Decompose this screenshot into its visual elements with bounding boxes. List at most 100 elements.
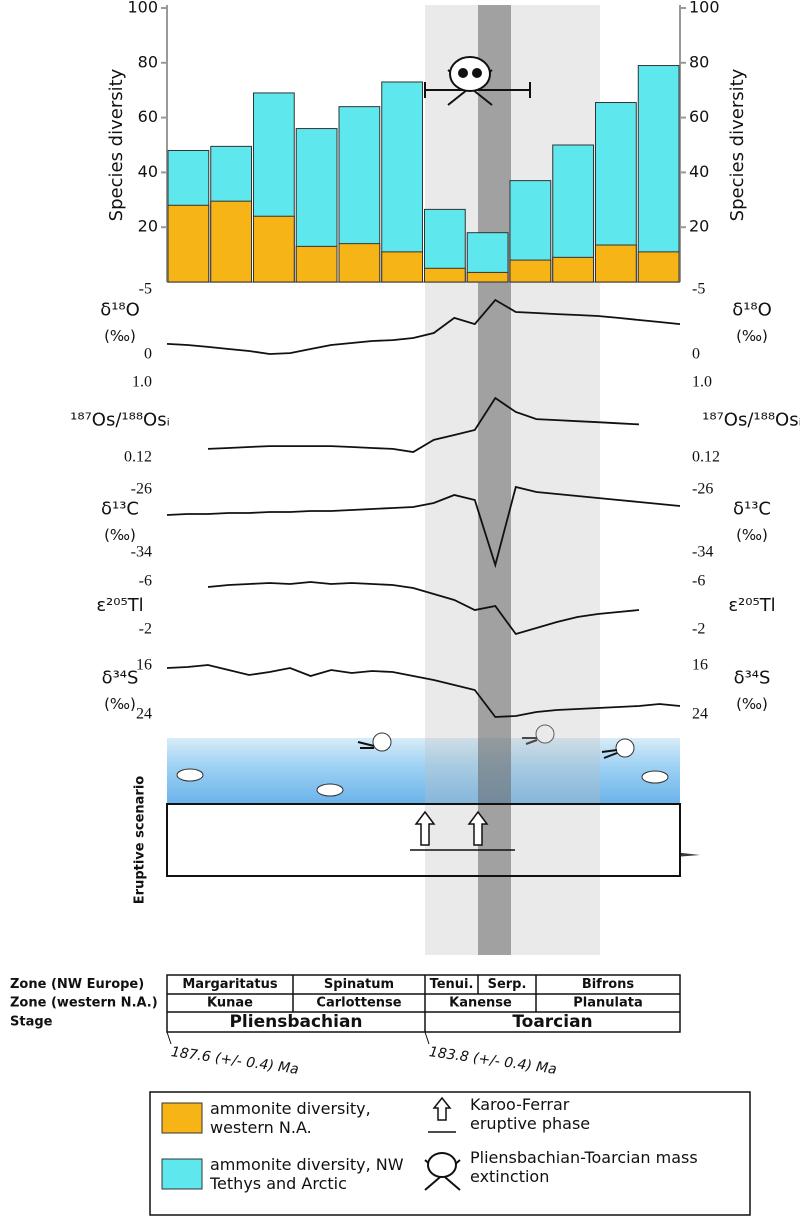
eruptive-label: Eruptive scenario	[133, 776, 148, 904]
y-tick-label: -34	[131, 544, 152, 561]
y-tick-label: -26	[692, 481, 713, 498]
proxy-label: ¹⁸⁷Os/¹⁸⁸Osᵢ	[70, 410, 170, 431]
proxy-unit: (‰)	[104, 526, 136, 544]
proxy-unit: (‰)	[736, 695, 768, 713]
y-tick-label: 60	[689, 107, 709, 126]
proxy-line	[166, 298, 681, 355]
legend-label: ammonite diversity, western N.A.	[210, 1099, 371, 1137]
y-tick-label: -6	[139, 573, 152, 590]
bar	[338, 243, 381, 283]
legend-label: ammonite diversity, western N.A.	[210, 1099, 371, 1137]
row-label: Zone (NW Europe)	[10, 977, 144, 992]
proxy-line	[207, 396, 640, 453]
proxy-label: ε²⁰⁵Tl	[728, 595, 775, 616]
bar	[509, 259, 552, 283]
proxy-label: δ³⁴S	[102, 668, 139, 689]
y-tick-label: 80	[689, 52, 709, 71]
proxy-unit: (‰)	[104, 327, 136, 345]
row-label: Zone (western N.A.)	[10, 996, 158, 1011]
timescale-table	[166, 974, 681, 1033]
zone-name: Kunae	[207, 996, 253, 1011]
zone-name: Bifrons	[582, 977, 635, 992]
y-tick-label: 1.0	[132, 374, 152, 391]
zone-name: Serp.	[488, 977, 527, 992]
y-tick-label: 80	[138, 52, 158, 71]
skull	[427, 1152, 457, 1178]
age-tick	[424, 1031, 430, 1045]
bar	[253, 215, 295, 283]
y-tick-label: 0.12	[124, 449, 152, 466]
legend-arrow	[432, 1096, 452, 1121]
proxy-unit: (‰)	[104, 695, 136, 713]
proxy-label: δ¹³C	[733, 499, 771, 520]
age-label: 183.8 (+/- 0.4) Ma	[428, 1044, 558, 1078]
y-tick-label: 40	[138, 162, 158, 181]
y-tick-label: 60	[138, 107, 158, 126]
y-tick-label: -34	[692, 544, 713, 561]
proxy-label: ¹⁸⁷Os/¹⁸⁸Osᵢ	[702, 410, 800, 431]
y-tick-label: 24	[136, 706, 152, 723]
proxy-label: δ¹⁸O	[100, 300, 140, 321]
y-tick-label: 1.0	[692, 374, 712, 391]
y-tick-label: 16	[692, 657, 708, 674]
bar	[295, 245, 338, 283]
y-axis-title: Species diversity	[727, 68, 748, 221]
legend-label: ammonite diversity, NW Tethys and Arctic	[210, 1155, 404, 1193]
y-tick-label: 40	[689, 162, 709, 181]
zone-name: Spinatum	[324, 977, 394, 992]
y-tick-label: -5	[139, 281, 152, 298]
zone-name: Margaritatus	[182, 977, 278, 992]
y-tick-label: -2	[692, 621, 705, 638]
y-tick-label: -6	[692, 573, 705, 590]
y-tick-label: -26	[131, 481, 152, 498]
proxy-label: δ¹⁸O	[732, 300, 772, 321]
eruptive-box	[166, 803, 681, 877]
y-tick-label: 0.12	[692, 449, 720, 466]
bar	[552, 256, 594, 283]
legend-label: Pliensbachian-Toarcian mass extinction	[470, 1148, 698, 1186]
y-tick-label: 20	[138, 217, 158, 236]
bar	[637, 65, 680, 283]
proxy-unit: (‰)	[736, 526, 768, 544]
bar	[637, 251, 680, 283]
bar	[424, 267, 466, 283]
legend-label: Pliensbachian-Toarcian mass extinction	[470, 1148, 698, 1186]
y-tick-label: -5	[692, 281, 705, 298]
y-axis-title: Species diversity	[106, 68, 127, 221]
y-tick-label: -2	[139, 621, 152, 638]
row-label: Stage	[10, 1015, 53, 1030]
zone-name: Planulata	[573, 996, 642, 1011]
bar	[595, 244, 637, 283]
zone-name: Toarcian	[512, 1012, 592, 1032]
proxy-label: ε²⁰⁵Tl	[96, 595, 143, 616]
zone-name: Carlottense	[316, 996, 401, 1011]
legend-skull	[424, 1152, 461, 1191]
legend-label: Karoo-Ferrar eruptive phase	[470, 1095, 591, 1133]
legend-swatch	[161, 1158, 203, 1190]
age-tick	[166, 1031, 172, 1045]
eruption-arrows	[410, 810, 515, 851]
age-label: 187.6 (+/- 0.4) Ma	[170, 1044, 300, 1078]
y-tick-label: 20	[689, 217, 709, 236]
proxy-unit: (‰)	[736, 327, 768, 345]
legend-label: ammonite diversity, NW Tethys and Arctic	[210, 1155, 404, 1193]
proxy-line	[166, 485, 681, 569]
legend	[149, 1091, 751, 1216]
proxy-line	[207, 581, 640, 636]
y-tick-label: 0	[692, 346, 700, 363]
proxy-label: δ³⁴S	[734, 668, 771, 689]
y-tick-label: 100	[689, 0, 720, 17]
extinction-icon	[424, 56, 531, 106]
bar	[381, 251, 423, 283]
legend-label: Karoo-Ferrar eruptive phase	[470, 1095, 591, 1133]
y-tick-label: 100	[127, 0, 158, 17]
bar	[167, 204, 210, 283]
proxy-label: δ¹³C	[101, 499, 139, 520]
y-tick-label: 0	[144, 346, 152, 363]
zone-name: Pliensbachian	[229, 1012, 362, 1032]
bar	[466, 271, 509, 283]
legend-swatch	[161, 1102, 203, 1134]
zone-name: Kanense	[449, 996, 512, 1011]
bar	[381, 81, 423, 283]
zone-name: Tenui.	[430, 977, 474, 992]
